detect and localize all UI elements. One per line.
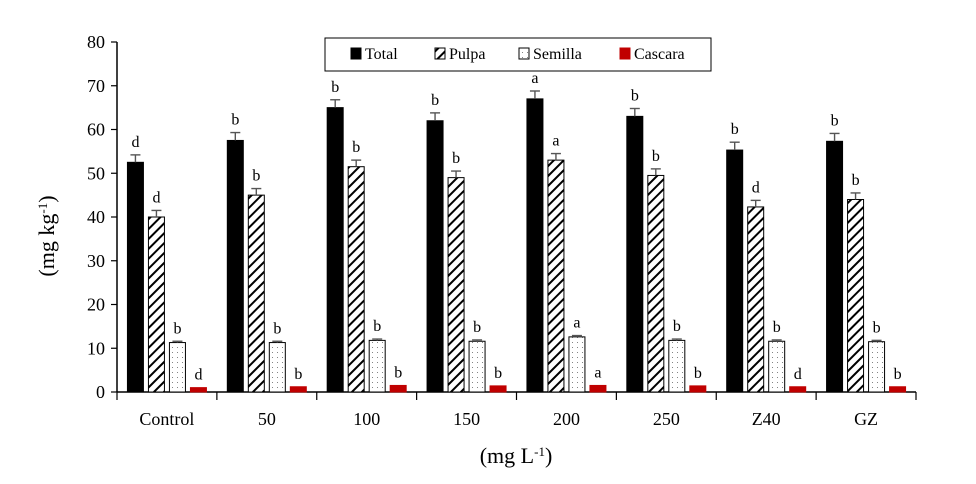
bar (547, 159, 565, 393)
bar (468, 340, 486, 393)
significance-label: b (173, 320, 181, 337)
significance-label: b (231, 112, 239, 129)
legend-box (324, 37, 712, 72)
significance-label: b (294, 366, 302, 383)
bar (426, 120, 444, 393)
bar (768, 340, 786, 393)
y-tick-label: 20 (87, 295, 105, 315)
bar (326, 107, 344, 393)
significance-label: b (731, 121, 739, 138)
bar (689, 385, 707, 393)
significance-label: b (331, 79, 339, 96)
significance-label: b (373, 318, 381, 335)
bar (289, 386, 307, 393)
y-axis: 0 10 20 30 40 50 60 70 80 (87, 32, 118, 402)
significance-label: b (873, 319, 881, 336)
x-tick-label: Z40 (752, 409, 781, 429)
bar (826, 140, 844, 393)
x-axis-title: (mg L-1) (480, 443, 553, 468)
y-tick-label: 0 (96, 382, 105, 402)
bar (168, 342, 186, 393)
bar (189, 387, 207, 393)
significance-label: b (473, 319, 481, 336)
x-tick-label: 200 (553, 409, 580, 429)
y-tick-label: 40 (87, 207, 105, 227)
legend: Total Pulpa Semilla Cascara (324, 37, 712, 72)
x-tick-label: 250 (653, 409, 680, 429)
significance-label: b (452, 150, 460, 167)
significance-label: b (394, 364, 402, 381)
bar (568, 336, 586, 393)
bar (789, 386, 807, 393)
x-tick-label: 50 (258, 409, 276, 429)
significance-label: d (794, 366, 802, 383)
significance-label: b (431, 92, 439, 109)
significance-label: b (652, 148, 660, 165)
significance-label: a (552, 133, 559, 150)
bar (268, 342, 286, 393)
bars: d d b d b b b b b b b b b b b b a a a a b b b b b d b d b b b b (126, 70, 907, 393)
y-tick-label: 30 (87, 251, 105, 271)
bar (368, 339, 386, 393)
bar (747, 206, 765, 393)
significance-label: b (273, 320, 281, 337)
significance-label: b (673, 318, 681, 335)
bar (847, 199, 865, 393)
legend-swatch (434, 47, 446, 60)
legend-label: Semilla (533, 46, 582, 63)
legend-label: Pulpa (449, 46, 485, 63)
bar (647, 174, 665, 393)
significance-label: b (352, 139, 360, 156)
bar (126, 161, 144, 393)
y-tick-label: 70 (87, 76, 105, 96)
bar (889, 386, 907, 393)
legend-label: Total (365, 46, 398, 63)
legend-swatch (619, 47, 631, 60)
significance-label: d (194, 367, 202, 384)
legend-label: Cascara (634, 46, 685, 63)
x-tick-label: 150 (453, 409, 480, 429)
bar (726, 149, 744, 393)
significance-label: b (831, 112, 839, 129)
y-tick-label: 60 (87, 120, 105, 140)
bar (226, 139, 244, 393)
significance-label: b (494, 365, 502, 382)
bar (489, 385, 507, 393)
bar (347, 166, 365, 393)
bar (526, 98, 544, 393)
bar (589, 384, 607, 393)
significance-label: d (152, 189, 160, 206)
y-axis-title: (mg kg-1) (34, 195, 59, 276)
significance-label: b (852, 172, 860, 189)
x-tick-label: GZ (854, 409, 878, 429)
bar (668, 339, 686, 393)
significance-label: a (573, 315, 580, 332)
x-axis: Control 50 100 150 200 250 Z40 GZ (116, 391, 917, 429)
significance-label: a (531, 70, 538, 87)
bar (447, 177, 465, 393)
significance-label: b (694, 365, 702, 382)
bar (247, 194, 265, 393)
y-tick-label: 50 (87, 163, 105, 183)
x-tick-label: 100 (353, 409, 380, 429)
bar (389, 384, 407, 393)
significance-label: a (594, 364, 601, 381)
legend-swatch (518, 47, 530, 60)
significance-label: d (752, 179, 760, 196)
significance-label: d (131, 134, 139, 151)
significance-label: b (631, 88, 639, 105)
bar (868, 341, 886, 393)
legend-swatch (350, 47, 362, 60)
significance-label: b (894, 366, 902, 383)
bar (626, 115, 644, 393)
y-tick-label: 80 (87, 32, 105, 52)
bar (147, 216, 165, 393)
x-tick-label: Control (139, 409, 194, 429)
significance-label: b (252, 168, 260, 185)
significance-label: b (773, 319, 781, 336)
y-tick-label: 10 (87, 338, 105, 358)
